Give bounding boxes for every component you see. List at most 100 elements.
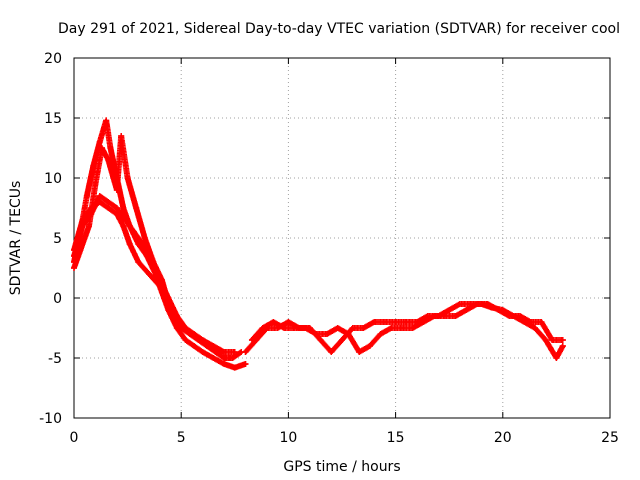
- y-axis-label: SDTVAR / TECUs: [8, 181, 24, 296]
- data-point: [431, 313, 438, 319]
- x-tick-label: 0: [70, 430, 79, 446]
- data-point: [199, 337, 206, 343]
- data-point: [360, 325, 367, 331]
- data-point: [141, 235, 148, 241]
- data-point: [248, 337, 255, 343]
- data-point: [371, 319, 378, 325]
- series-track-a: [71, 117, 245, 361]
- data-point: [231, 349, 238, 355]
- data-point: [446, 307, 453, 313]
- data-point: [221, 349, 228, 355]
- data-point: [542, 337, 549, 343]
- data-point: [456, 301, 463, 307]
- data-point: [86, 223, 93, 229]
- data-point: [538, 319, 545, 325]
- data-point: [71, 265, 77, 271]
- data-point: [122, 217, 129, 223]
- data-point: [96, 193, 103, 199]
- data-point: [182, 325, 189, 331]
- data-point: [173, 313, 180, 319]
- series-track-c: [71, 133, 238, 355]
- data-point: [221, 361, 228, 367]
- data-point: [328, 349, 335, 355]
- data-point: [302, 325, 309, 331]
- data-point: [126, 241, 133, 247]
- data-point: [452, 313, 459, 319]
- data-point: [229, 355, 236, 361]
- data-point: [124, 175, 131, 181]
- data-point: [366, 343, 373, 349]
- data-point: [133, 205, 140, 211]
- data-point: [259, 325, 266, 331]
- y-tick-label: 5: [53, 231, 62, 247]
- data-point: [105, 199, 112, 205]
- data-point: [345, 331, 352, 337]
- data-point: [135, 259, 142, 265]
- data-point: [291, 325, 298, 331]
- data-point: [242, 361, 249, 367]
- data-point: [549, 337, 556, 343]
- data-point: [182, 337, 189, 343]
- series-track-f: [248, 301, 566, 355]
- data-point: [399, 325, 406, 331]
- x-tick-label: 10: [279, 430, 297, 446]
- data-point: [463, 307, 470, 313]
- data-point: [281, 325, 288, 331]
- data-point: [231, 364, 238, 371]
- data-point: [120, 205, 127, 211]
- data-point: [339, 337, 345, 343]
- data-point: [71, 253, 77, 259]
- x-tick-label: 15: [387, 430, 405, 446]
- data-point: [313, 331, 320, 337]
- data-point: [474, 301, 481, 307]
- data-point: [559, 337, 566, 343]
- data-point: [90, 163, 97, 169]
- data-point: [210, 355, 217, 361]
- data-point: [199, 349, 206, 355]
- data-point: [495, 307, 502, 313]
- data-point: [83, 193, 90, 199]
- data-point: [420, 319, 427, 325]
- y-tick-label: 10: [44, 171, 62, 187]
- data-point: [107, 145, 114, 151]
- data-point: [553, 355, 560, 361]
- data-point: [516, 313, 523, 319]
- chart-title: Day 291 of 2021, Sidereal Day-to-day VTE…: [58, 21, 620, 37]
- y-tick-label: -5: [48, 351, 62, 367]
- data-point: [165, 295, 172, 301]
- y-tick-label: 20: [44, 51, 62, 67]
- data-point: [441, 313, 448, 319]
- data-point: [349, 325, 356, 331]
- data-point: [323, 331, 330, 337]
- data-point: [118, 133, 125, 139]
- data-point: [506, 313, 513, 319]
- data-point: [98, 145, 105, 151]
- y-tick-label: 15: [44, 111, 62, 127]
- series-track-d: [71, 193, 215, 349]
- data-point: [131, 229, 138, 235]
- x-tick-label: 5: [177, 430, 186, 446]
- data-point: [381, 319, 388, 325]
- data-point: [105, 157, 112, 163]
- data-point: [285, 319, 292, 325]
- data-point: [96, 139, 103, 145]
- data-point: [356, 349, 363, 355]
- data-point: [103, 117, 110, 124]
- x-axis-label: GPS time / hours: [283, 459, 400, 475]
- data-point: [403, 319, 410, 325]
- data-point: [221, 355, 228, 361]
- data-point: [270, 319, 277, 325]
- data-point: [242, 349, 249, 355]
- data-point: [208, 343, 215, 349]
- series-markers: [71, 117, 245, 361]
- data-point: [531, 325, 538, 331]
- x-tick-label: 25: [601, 430, 619, 446]
- data-point: [388, 325, 395, 331]
- data-point: [105, 205, 112, 211]
- data-point: [484, 301, 491, 307]
- x-tick-label: 20: [494, 430, 512, 446]
- data-point: [527, 319, 534, 325]
- data-point: [120, 223, 127, 229]
- data-point: [148, 259, 155, 265]
